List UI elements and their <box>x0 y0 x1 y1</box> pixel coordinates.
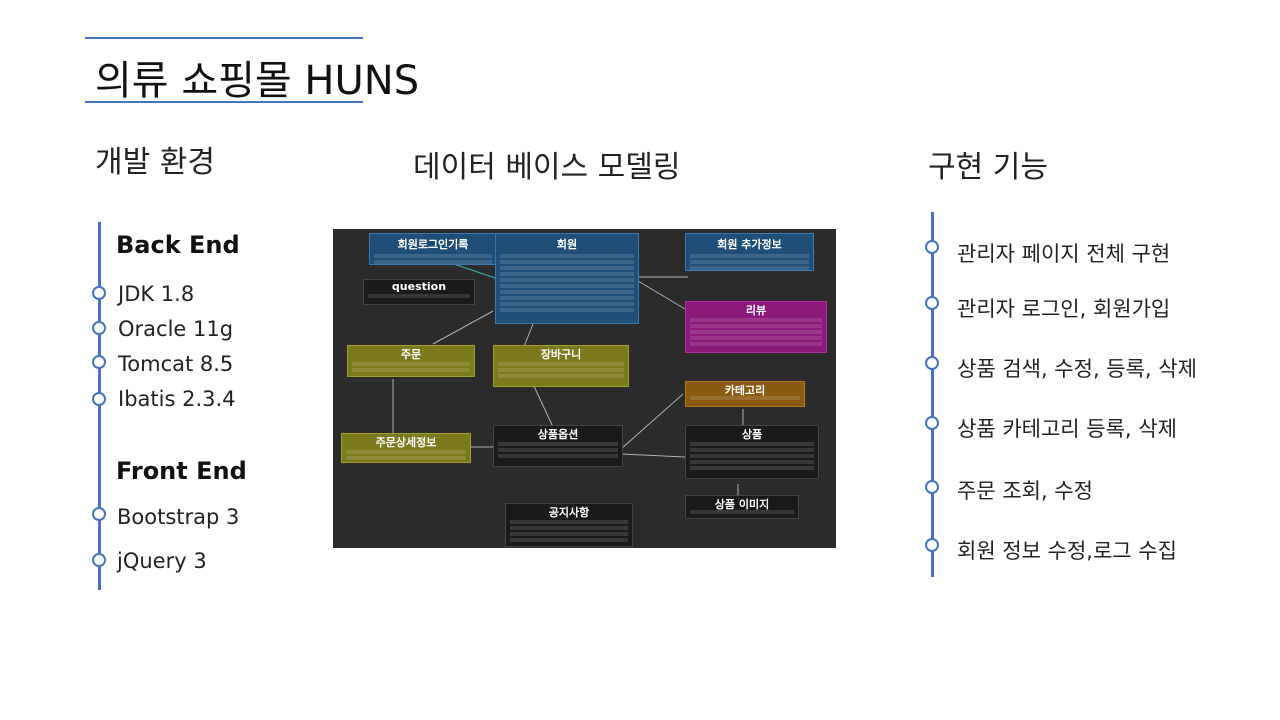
erd-table-title: 상품 <box>741 428 763 441</box>
erd-table-member-extra: 회원 추가정보 <box>685 233 814 271</box>
timeline-dot <box>925 416 939 430</box>
title-top-line <box>85 37 363 39</box>
erd-table-title: 회원 추가정보 <box>717 238 782 251</box>
erd-relations <box>392 262 744 499</box>
feature-item: 상품 카테고리 등록, 삭제 <box>957 417 1177 441</box>
env-timeline <box>98 222 101 590</box>
timeline-dot <box>925 480 939 494</box>
timeline-dot <box>92 392 106 406</box>
page-title: 의류 쇼핑몰 HUNS <box>95 58 420 104</box>
frontend-heading: Front End <box>116 457 247 485</box>
backend-item: Oracle 11g <box>118 317 234 341</box>
erd-table-member: 회원 <box>495 233 639 324</box>
erd-table-category: 카테고리 <box>685 381 805 407</box>
feature-item: 상품 검색, 수정, 등록, 삭제 <box>957 357 1197 381</box>
features-timeline <box>931 212 934 577</box>
erd-table-order-detail: 주문상세정보 <box>341 433 471 463</box>
db-heading: 데이터 베이스 모델링 <box>413 150 681 185</box>
env-heading: 개발 환경 <box>95 145 215 180</box>
erd-table-product-image: 상품 이미지 <box>685 495 799 519</box>
title-bottom-line <box>85 101 363 103</box>
feature-item: 주문 조회, 수정 <box>957 479 1093 503</box>
timeline-dot <box>925 538 939 552</box>
backend-item: Ibatis 2.3.4 <box>118 387 236 411</box>
erd-table-order: 주문 <box>347 345 475 377</box>
erd-table-title: 주문 <box>400 348 422 361</box>
feature-item: 관리자 로그인, 회원가입 <box>957 297 1171 321</box>
erd-table-question: question <box>363 279 475 305</box>
erd-table-title: 상품 이미지 <box>714 498 770 511</box>
erd-table-product-option: 상품옵션 <box>493 425 623 467</box>
erd-diagram: 회원로그인기록 회원 회원 추가정보 question 리뷰 주문 장바구니 카… <box>333 229 836 548</box>
feature-item: 관리자 페이지 전체 구현 <box>957 242 1171 266</box>
erd-table-title: 회원로그인기록 <box>397 238 469 251</box>
erd-table-title: 카테고리 <box>724 384 766 397</box>
backend-heading: Back End <box>116 231 240 259</box>
frontend-item: Bootstrap 3 <box>117 505 240 529</box>
erd-table-title: 회원 <box>556 238 578 251</box>
backend-item: JDK 1.8 <box>118 282 195 306</box>
backend-item: Tomcat 8.5 <box>118 352 234 376</box>
erd-table-title: 주문상세정보 <box>375 436 437 449</box>
timeline-dot <box>92 553 106 567</box>
erd-table-title: 상품옵션 <box>537 428 579 441</box>
erd-table-notice: 공지사항 <box>505 503 633 547</box>
timeline-dot <box>92 321 106 335</box>
erd-table-title: 리뷰 <box>745 304 767 317</box>
timeline-dot <box>925 240 939 254</box>
erd-table-title: 공지사항 <box>548 506 590 519</box>
erd-table-title: 장바구니 <box>540 348 582 361</box>
timeline-dot <box>92 286 106 300</box>
feature-item: 회원 정보 수정,로그 수집 <box>957 539 1177 563</box>
erd-table-cart: 장바구니 <box>493 345 629 387</box>
erd-table-product: 상품 <box>685 425 819 479</box>
erd-table-login-log: 회원로그인기록 <box>369 233 497 265</box>
timeline-dot <box>925 356 939 370</box>
timeline-dot <box>925 296 939 310</box>
timeline-dot <box>92 355 106 369</box>
features-heading: 구현 기능 <box>928 150 1048 185</box>
erd-table-title: question <box>391 280 447 293</box>
timeline-dot <box>92 507 106 521</box>
erd-table-review: 리뷰 <box>685 301 827 353</box>
frontend-item: jQuery 3 <box>117 549 207 573</box>
